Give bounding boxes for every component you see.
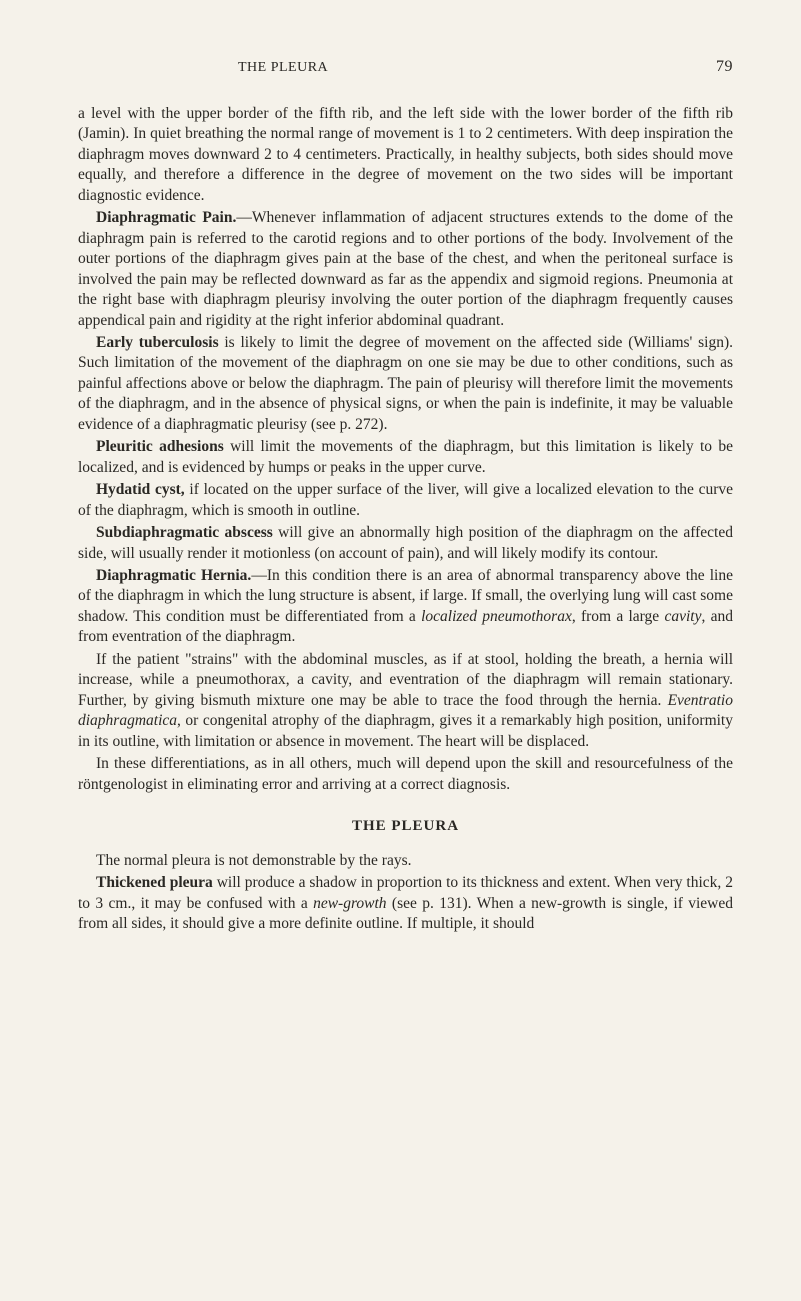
- lead-diaphragmatic-pain: Diaphragmatic Pain.: [96, 209, 236, 226]
- paragraph-9: In these differentiations, as in all oth…: [78, 754, 733, 795]
- section-heading-pleura: THE PLEURA: [78, 817, 733, 837]
- italic-cavity: cavity: [664, 608, 701, 625]
- page-header: THE PLEURA 79: [78, 58, 733, 76]
- paragraph-4: Pleuritic adhesions will limit the movem…: [78, 437, 733, 478]
- paragraph-2-text: —Whenever inflammation of adjacent struc…: [78, 209, 733, 328]
- lead-thickened-pleura: Thickened pleura: [96, 874, 213, 891]
- italic-pneumothorax: localized pneumothorax: [421, 608, 572, 625]
- lead-hydatid-cyst: Hydatid cyst,: [96, 481, 185, 498]
- paragraph-11: Thickened pleura will produce a shadow i…: [78, 873, 733, 934]
- paragraph-2: Diaphragmatic Pain.—Whenever inflammatio…: [78, 208, 733, 331]
- lead-early-tuberculosis: Early tuberculosis: [96, 334, 219, 351]
- paragraph-5: Hydatid cyst, if located on the upper su…: [78, 480, 733, 521]
- body-content: a level with the upper border of the fif…: [78, 104, 733, 935]
- italic-new-growth: new-growth: [313, 895, 386, 912]
- lead-pleuritic-adhesions: Pleuritic adhesions: [96, 438, 224, 455]
- paragraph-8: If the patient "strains" with the abdomi…: [78, 650, 733, 752]
- paragraph-7-text-b: , from a large: [572, 608, 665, 625]
- paragraph-1: a level with the upper border of the fif…: [78, 104, 733, 206]
- paragraph-8-text-b: , or congenital atrophy of the diaphragm…: [78, 712, 733, 749]
- lead-subdiaphragmatic-abscess: Subdiaphragmatic abscess: [96, 524, 273, 541]
- page-number: 79: [716, 58, 733, 76]
- lead-diaphragmatic-hernia: Diaphragmatic Hernia.: [96, 567, 251, 584]
- paragraph-3: Early tuberculosis is likely to limit th…: [78, 333, 733, 435]
- paragraph-10: The normal pleura is not demonstrable by…: [78, 851, 733, 871]
- paragraph-8-text-a: If the patient "strains" with the abdomi…: [78, 651, 733, 709]
- header-title: THE PLEURA: [238, 60, 328, 76]
- paragraph-7: Diaphragmatic Hernia.—In this condition …: [78, 566, 733, 648]
- paragraph-6: Subdiaphragmatic abscess will give an ab…: [78, 523, 733, 564]
